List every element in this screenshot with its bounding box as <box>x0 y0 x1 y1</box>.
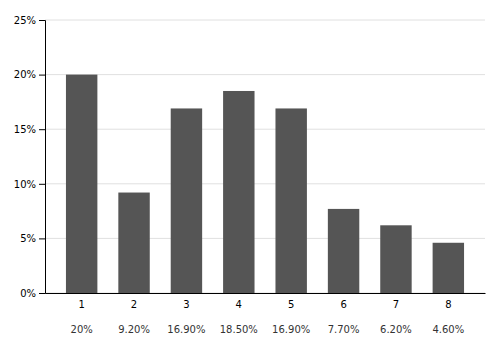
tick-label: 7 <box>393 299 399 310</box>
bar <box>171 108 202 293</box>
tick-label: 8 <box>445 299 451 310</box>
grid-line <box>45 183 485 184</box>
tick-label: 3 <box>183 299 189 310</box>
data-label: 16.90% <box>167 324 205 335</box>
tick-label: 20% <box>14 69 36 80</box>
tick-mark <box>39 293 45 294</box>
grid <box>45 20 485 293</box>
tick: 10% <box>14 179 45 190</box>
x-axis: 1 2 3 4 5 6 7 8 <box>46 294 486 311</box>
bar <box>66 75 97 293</box>
chart: 0% 5% 10% 15% 20% 25% 1 2 3 4 5 6 7 8 20% 9.20% 16.90% 18… <box>0 0 500 355</box>
data-label: 9.20% <box>118 324 150 335</box>
tick-label: 10% <box>14 179 36 190</box>
bar <box>223 91 254 293</box>
data-label: 20% <box>71 324 93 335</box>
tick: 5% <box>20 233 45 244</box>
tick-mark <box>39 129 45 130</box>
axis-line <box>46 293 486 294</box>
tick-mark <box>39 184 45 185</box>
tick: 7 <box>393 299 399 310</box>
bar <box>380 225 411 293</box>
tick-label: 5 <box>288 299 294 310</box>
data-label: 16.90% <box>272 324 310 335</box>
data-label: 7.70% <box>328 324 360 335</box>
tick: 2 <box>131 299 137 310</box>
data-labels: 20% 9.20% 16.90% 18.50% 16.90% 7.70% 6.20% 4.60… <box>71 324 465 335</box>
bar <box>118 193 149 293</box>
tick-label: 1 <box>78 299 84 310</box>
tick-label: 6 <box>340 299 346 310</box>
tick: 5 <box>288 299 294 310</box>
tick: 3 <box>183 299 189 310</box>
tick-label: 2 <box>131 299 137 310</box>
tick-label: 4 <box>236 299 242 310</box>
tick-label: 15% <box>14 124 36 135</box>
data-label: 4.60% <box>432 324 464 335</box>
grid-line <box>45 129 485 130</box>
axis-line <box>39 21 46 294</box>
tick: 1 <box>78 299 84 310</box>
tick-mark <box>39 75 45 76</box>
y-axis: 0% 5% 10% 15% 20% 25% <box>14 15 46 299</box>
tick: 6 <box>340 299 346 310</box>
grid-line <box>45 74 485 75</box>
data-label: 18.50% <box>220 324 258 335</box>
plot: 0% 5% 10% 15% 20% 25% 1 2 3 4 5 6 7 8 20% 9.20% 16.90% 18… <box>14 15 486 335</box>
tick-mark <box>39 20 45 21</box>
tick: 4 <box>236 299 242 310</box>
tick: 15% <box>14 124 45 135</box>
bar <box>275 108 306 293</box>
bar <box>328 209 359 293</box>
grid-line <box>45 238 485 239</box>
tick: 20% <box>14 69 45 80</box>
bar <box>433 243 464 293</box>
tick-label: 25% <box>14 15 36 26</box>
grid-line <box>45 20 485 21</box>
grid-line <box>45 293 485 294</box>
marks <box>66 75 464 293</box>
tick: 25% <box>14 15 45 26</box>
tick: 0% <box>20 288 45 299</box>
tick-label: 0% <box>20 288 36 299</box>
data-label: 6.20% <box>380 324 412 335</box>
tick-label: 5% <box>20 233 36 244</box>
tick: 8 <box>445 299 451 310</box>
tick-mark <box>39 238 45 239</box>
